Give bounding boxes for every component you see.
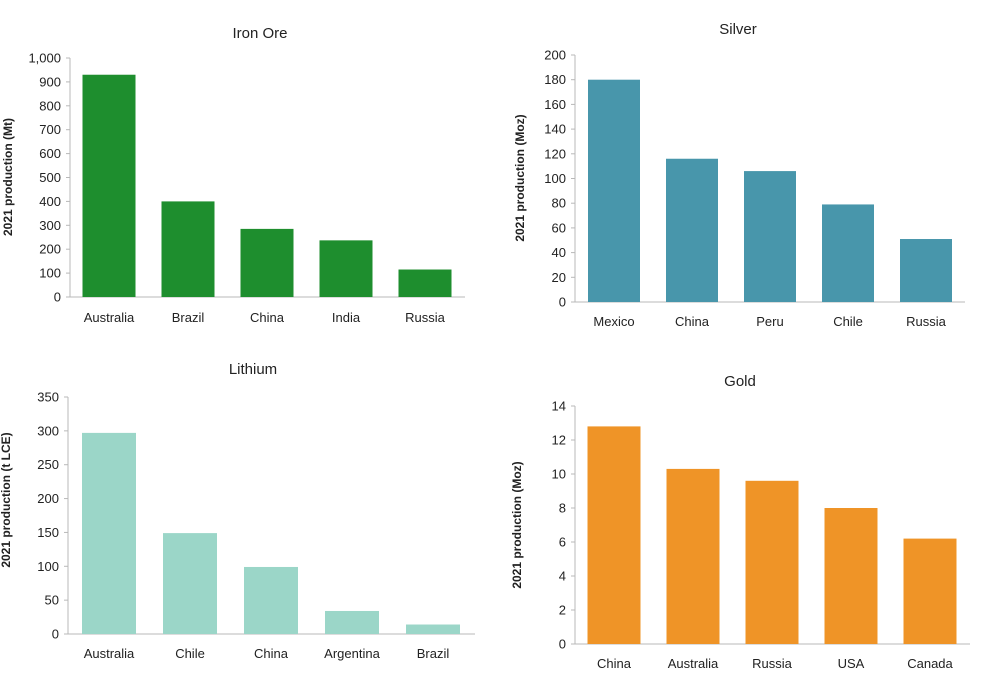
bar-argentina [325, 610, 379, 634]
x-tick-label: USA [838, 656, 865, 671]
chart-lithium: Lithium 2021 production (t LCE) 0 50 100 15… [0, 361, 475, 661]
bar-canada [903, 538, 957, 644]
bar-brazil [161, 201, 215, 297]
y-tick-label: 40 [552, 245, 566, 260]
bar-china [244, 566, 298, 634]
x-tick-label: Chile [833, 314, 863, 329]
bar-peru [744, 171, 796, 302]
bar-brazil [406, 624, 460, 634]
y-tick-label: 250 [37, 457, 59, 472]
y-axis-label: 2021 production (t LCE) [0, 432, 13, 567]
y-tick-label: 700 [39, 122, 61, 137]
x-tick-label: Brazil [417, 646, 450, 661]
y-tick-label: 0 [52, 627, 59, 642]
y-tick-label: 300 [39, 218, 61, 233]
x-tick-label: Australia [84, 310, 135, 325]
bar-india [319, 240, 373, 297]
bar-usa [824, 508, 878, 644]
chart-iron-ore: Iron Ore 2021 production (Mt) 0 100 200 300… [1, 25, 465, 325]
bar-russia [745, 480, 799, 644]
bar-russia [398, 269, 452, 297]
y-tick-label: 150 [37, 525, 59, 540]
y-tick-label: 900 [39, 74, 61, 89]
x-tick-label: Peru [756, 314, 783, 329]
y-tick-label: 140 [544, 122, 566, 137]
bar-china [587, 426, 641, 644]
y-axis-label: 2021 production (Moz) [513, 114, 527, 241]
y-tick-label: 180 [544, 72, 566, 87]
y-tick-label: 8 [559, 501, 566, 516]
y-tick-label: 14 [552, 399, 566, 414]
x-tick-label: Russia [405, 310, 446, 325]
bar-russia [900, 239, 952, 302]
x-tick-label: Canada [907, 656, 953, 671]
y-tick-label: 50 [45, 593, 59, 608]
x-tick-label: Australia [84, 646, 135, 661]
y-tick-label: 500 [39, 170, 61, 185]
y-tick-label: 200 [39, 242, 61, 257]
chart-silver: Silver 2021 production (Moz) 0 20 40 60 80 10… [513, 21, 965, 329]
y-tick-label: 0 [559, 295, 566, 310]
x-tick-label: Australia [668, 656, 719, 671]
y-tick-label: 300 [37, 423, 59, 438]
y-tick-label: 4 [559, 569, 566, 584]
y-tick-label: 0 [54, 290, 61, 305]
y-tick-label: 2 [559, 603, 566, 618]
bar-australia [666, 468, 720, 644]
y-axis-label: 2021 production (Mt) [1, 118, 15, 236]
y-tick-label: 200 [37, 491, 59, 506]
y-tick-label: 200 [544, 48, 566, 63]
x-tick-label: China [250, 310, 285, 325]
x-tick-label: Argentina [324, 646, 380, 661]
bar-australia [82, 432, 136, 634]
y-tick-label: 100 [37, 559, 59, 574]
x-tick-label: Russia [906, 314, 947, 329]
y-tick-label: 120 [544, 146, 566, 161]
x-tick-label: China [675, 314, 710, 329]
y-tick-label: 80 [552, 196, 566, 211]
bar-china [666, 158, 718, 302]
y-tick-label: 60 [552, 220, 566, 235]
y-tick-label: 1,000 [28, 51, 61, 66]
chart-gold: Gold 2021 production (Moz) 0 2 4 6 8 10 12 14 Ch… [510, 373, 970, 671]
y-tick-label: 100 [39, 266, 61, 281]
y-tick-label: 400 [39, 194, 61, 209]
bar-mexico [588, 79, 640, 302]
x-tick-label: China [254, 646, 289, 661]
y-tick-label: 160 [544, 97, 566, 112]
x-tick-label: Brazil [172, 310, 205, 325]
bar-chile [822, 204, 874, 302]
y-tick-label: 800 [39, 98, 61, 113]
y-tick-label: 0 [559, 637, 566, 652]
y-tick-label: 6 [559, 535, 566, 550]
chart-title: Silver [719, 21, 757, 38]
y-tick-label: 350 [37, 390, 59, 405]
x-tick-label: Russia [752, 656, 793, 671]
chart-title: Iron Ore [232, 25, 287, 42]
bar-china [240, 228, 294, 297]
bar-chile [163, 533, 217, 634]
chart-title: Gold [724, 373, 756, 390]
y-tick-label: 600 [39, 146, 61, 161]
x-tick-label: China [597, 656, 632, 671]
x-tick-label: Chile [175, 646, 205, 661]
y-tick-label: 20 [552, 270, 566, 285]
y-tick-label: 100 [544, 171, 566, 186]
x-tick-label: India [332, 310, 361, 325]
bar-australia [82, 74, 136, 297]
y-axis-label: 2021 production (Moz) [510, 461, 524, 588]
y-tick-label: 10 [552, 467, 566, 482]
chart-title: Lithium [229, 361, 277, 378]
y-tick-label: 12 [552, 433, 566, 448]
x-tick-label: Mexico [593, 314, 634, 329]
